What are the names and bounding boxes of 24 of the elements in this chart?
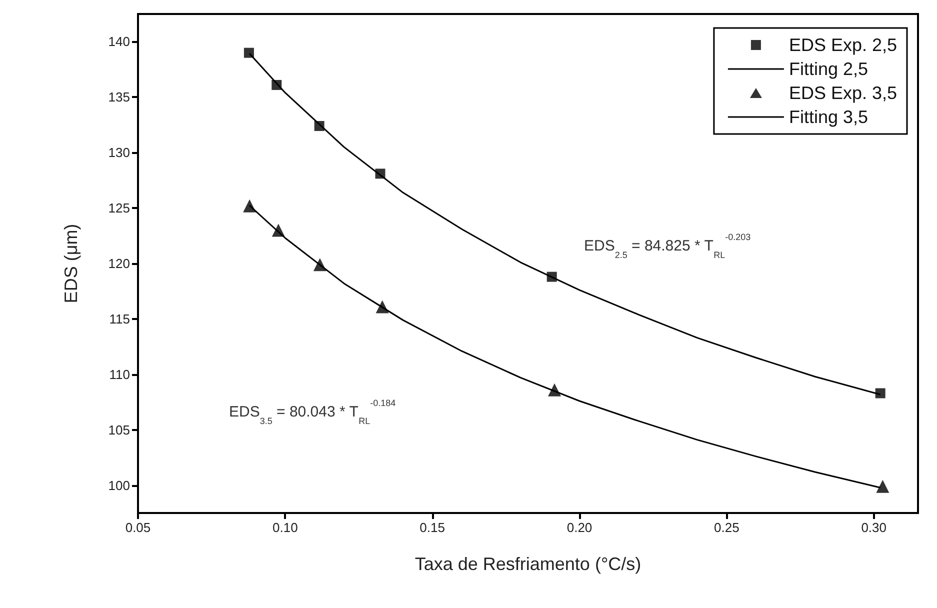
x-tick-label: 0.20 — [566, 520, 592, 535]
x-tick-label: 0.30 — [861, 520, 887, 535]
legend-label: EDS Exp. 2,5 — [788, 35, 898, 55]
legend-label: EDS Exp. 3,5 — [788, 83, 898, 103]
x-tick-label: 0.15 — [420, 520, 445, 535]
y-axis-title: EDS (μm) — [61, 224, 81, 304]
point — [244, 48, 254, 58]
point — [876, 480, 890, 493]
y-tick-label: 105 — [108, 422, 130, 438]
y-tick-label: 140 — [108, 34, 130, 50]
legend-label: Fitting 2,5 — [788, 59, 868, 79]
point — [875, 388, 886, 398]
x-axis-title: Taxa de Resfriamento (°C/s) — [414, 554, 642, 574]
legend-label: Fitting 3,5 — [788, 107, 868, 127]
y-tick-label: 125 — [108, 200, 130, 216]
y-tick-label: 135 — [108, 90, 130, 105]
x-tick-label: 0.05 — [125, 520, 151, 535]
y-tick-label: 120 — [108, 256, 130, 271]
y-tick-label: 130 — [108, 145, 130, 160]
y-tick-label: 100 — [108, 478, 130, 493]
x-tick-label: 0.25 — [714, 520, 740, 535]
x-tick-label: 0.10 — [272, 520, 298, 535]
y-tick-label: 115 — [109, 311, 130, 326]
y-tick-label: 110 — [109, 366, 130, 382]
